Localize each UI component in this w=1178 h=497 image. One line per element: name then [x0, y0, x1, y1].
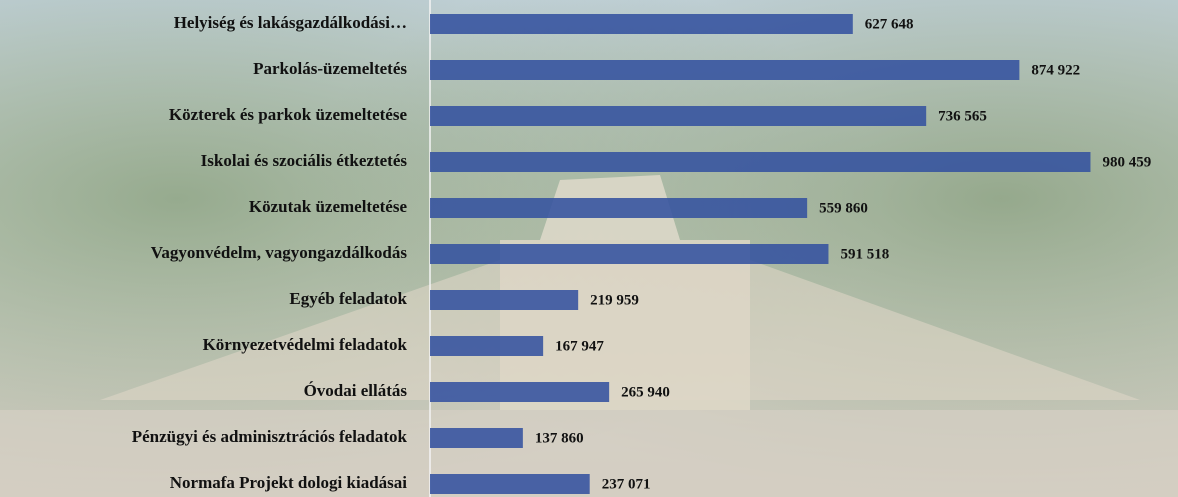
bar	[430, 152, 1090, 172]
category-label: Közterek és parkok üzemeltetése	[169, 105, 408, 124]
value-label: 627 648	[865, 16, 914, 32]
category-label: Iskolai és szociális étkeztetés	[201, 151, 408, 170]
value-label: 237 071	[602, 476, 651, 492]
bar	[430, 106, 926, 126]
value-label: 980 459	[1102, 154, 1151, 170]
value-label: 736 565	[938, 108, 987, 124]
value-label: 219 959	[590, 292, 639, 308]
category-label: Helyiség és lakásgazdálkodási…	[174, 13, 407, 32]
bar	[430, 198, 807, 218]
chart: Helyiség és lakásgazdálkodási… 627 648 Par…	[0, 0, 1178, 497]
bar	[430, 244, 828, 264]
value-label: 137 860	[535, 430, 584, 446]
category-label: Környezetvédelmi feladatok	[203, 335, 408, 354]
value-label: 874 922	[1031, 62, 1080, 78]
value-label: 559 860	[819, 200, 868, 216]
bar	[430, 382, 609, 402]
bar	[430, 14, 853, 34]
value-label: 591 518	[840, 246, 889, 262]
value-label: 167 947	[555, 338, 604, 354]
bar	[430, 60, 1019, 80]
category-label: Egyéb feladatok	[289, 289, 407, 308]
category-label: Óvodai ellátás	[304, 381, 408, 400]
category-label: Pénzügyi és adminisztrációs feladatok	[132, 427, 408, 446]
category-label: Parkolás-üzemeltetés	[253, 59, 407, 78]
category-label: Közutak üzemeltetése	[249, 197, 408, 216]
bar	[430, 336, 543, 356]
category-label: Normafa Projekt dologi kiadásai	[170, 473, 407, 492]
page: {"chart_data": {"type": "hbar", "categor…	[0, 0, 1178, 497]
bar	[430, 290, 578, 310]
category-label: Vagyonvédelm, vagyongazdálkodás	[151, 243, 408, 262]
bar	[430, 428, 523, 448]
bar	[430, 474, 590, 494]
value-label: 265 940	[621, 384, 670, 400]
